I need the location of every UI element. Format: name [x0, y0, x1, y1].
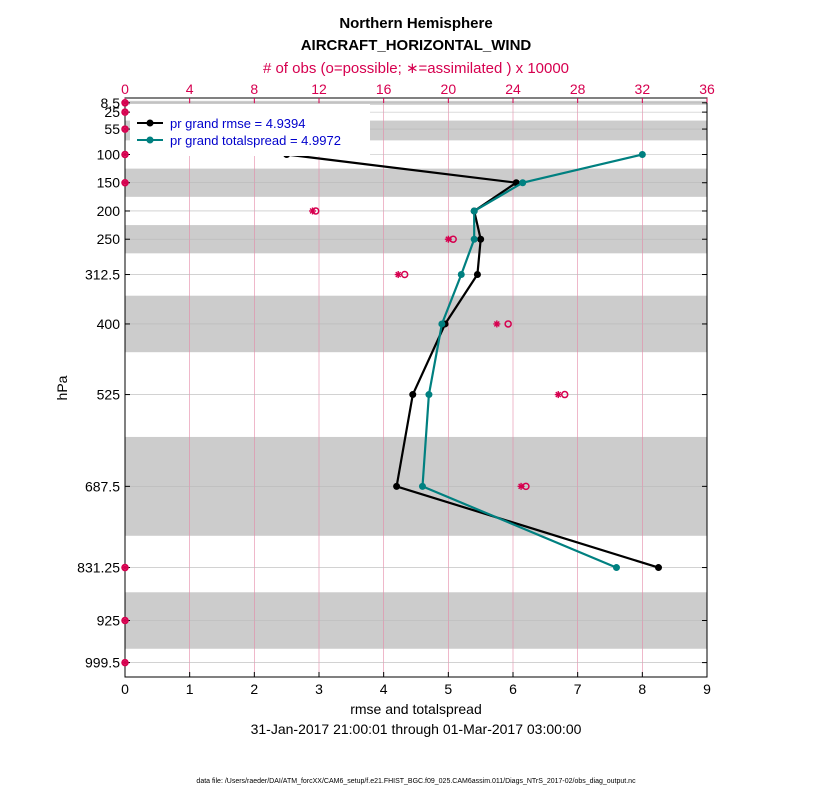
totalspread-point: [457, 271, 465, 279]
asterisk-stroke: [122, 151, 128, 158]
asterisk-stroke: [122, 126, 128, 133]
legend-marker-rmse: [146, 119, 154, 127]
totalspread-point: [612, 564, 620, 572]
y-tick-label: 8.5: [101, 95, 121, 111]
top-tick-label: 16: [376, 81, 392, 97]
x-tick-label: 8: [638, 681, 646, 697]
obs-assimilated-marker: [394, 271, 402, 279]
chart-title: Northern Hemisphere: [339, 15, 492, 32]
obs-assimilated-marker: [121, 108, 129, 116]
obs-assimilated-marker: [121, 179, 129, 187]
totalspread-point: [438, 320, 446, 328]
y-tick-label: 200: [97, 203, 121, 219]
asterisk-stroke: [395, 271, 402, 278]
top-tick-label: 8: [250, 81, 258, 97]
y-tick-label: 999.5: [85, 655, 120, 671]
asterisk-stroke: [555, 391, 562, 398]
y-axis-label: hPa: [54, 375, 70, 400]
obs-assimilated-marker: [493, 320, 501, 328]
y-tick-label: 25: [104, 104, 120, 120]
y-tick-label: 55: [104, 121, 120, 137]
top-tick-label: 32: [635, 81, 651, 97]
top-tick-label: 0: [121, 81, 129, 97]
obs-assimilated-marker: [554, 391, 562, 399]
totalspread-point: [418, 482, 426, 490]
top-tick-label: 20: [441, 81, 457, 97]
top-tick-label: 36: [699, 81, 715, 97]
top-tick-label: 4: [186, 81, 194, 97]
obs-assimilated-marker: [121, 564, 129, 572]
y-tick-label: 925: [97, 613, 121, 629]
y-tick-label: 400: [97, 316, 121, 332]
x-tick-label: 6: [509, 681, 517, 697]
asterisk-stroke: [122, 109, 128, 116]
top-axis-ticks: 0 4 8 12 16 20 24 28 32 36: [121, 81, 715, 103]
obs-assimilated-marker: [517, 482, 525, 490]
asterisk-stroke: [122, 99, 128, 106]
top-tick-label: 12: [311, 81, 327, 97]
x-tick-label: 4: [380, 681, 388, 697]
x-tick-label: 3: [315, 681, 323, 697]
asterisk-stroke: [122, 564, 128, 571]
plot-frame: [124, 97, 708, 678]
x-tick-label: 1: [186, 681, 194, 697]
asterisk-stroke: [445, 236, 452, 243]
asterisk-stroke: [122, 659, 128, 666]
totalspread-point: [519, 179, 527, 187]
x-axis-label: rmse and totalspread: [350, 701, 482, 717]
y-tick-label: 250: [97, 231, 121, 247]
top-tick-label: 28: [570, 81, 586, 97]
x-axis-ticks: 0 1 2 3 4 5 6 7 8 9: [121, 672, 711, 697]
asterisk-stroke: [309, 208, 316, 214]
legend-marker-totalspread: [146, 136, 154, 144]
rmse-point: [477, 235, 485, 243]
rmse-point: [393, 482, 401, 490]
y-tick-label: 687.5: [85, 478, 120, 494]
y-tick-label: 150: [97, 175, 121, 191]
obs-possible-marker: [504, 320, 512, 328]
x-tick-label: 7: [574, 681, 582, 697]
obs-assimilated-marker: [121, 617, 129, 625]
totalspread-point: [470, 207, 478, 215]
asterisk-stroke: [122, 617, 128, 624]
obs-assimilated-marker: [121, 659, 129, 667]
totalspread-point: [638, 150, 646, 158]
grid-lines: [125, 98, 707, 677]
rmse-point: [409, 391, 417, 399]
asterisk-stroke: [122, 179, 128, 186]
asterisk-stroke: [493, 321, 500, 327]
rmse-point: [473, 271, 481, 279]
legend: pr grand rmse = 4.9394 pr grand totalspr…: [130, 104, 370, 156]
x-tick-label: 0: [121, 681, 129, 697]
y-tick-label: 525: [97, 387, 121, 403]
y-tick-label: 831.25: [77, 560, 120, 576]
top-axis-label: # of obs (o=possible; ∗=assimilated ) x …: [263, 60, 569, 77]
asterisk-stroke: [518, 483, 525, 490]
legend-rmse: pr grand rmse = 4.9394: [170, 116, 306, 131]
x-tick-label: 5: [444, 681, 452, 697]
totalspread-point: [425, 391, 433, 399]
series-lines: [283, 150, 662, 572]
obs-assimilated-marker: [121, 150, 129, 158]
obs-assimilated-marker: [444, 235, 452, 243]
x-tick-label: 9: [703, 681, 711, 697]
x-tick-label: 2: [250, 681, 258, 697]
legend-box: [130, 104, 370, 156]
y-tick-label: 312.5: [85, 267, 120, 283]
obs-assimilated-marker: [121, 125, 129, 133]
obs-markers: [121, 99, 569, 667]
chart-subtitle: AIRCRAFT_HORIZONTAL_WIND: [301, 37, 532, 54]
obs-assimilated-marker: [121, 99, 129, 107]
legend-totalspread: pr grand totalspread = 4.9972: [170, 133, 341, 148]
totalspread-point: [470, 235, 478, 243]
date-range-label: 31-Jan-2017 21:00:01 through 01-Mar-2017…: [251, 721, 582, 737]
top-tick-label: 24: [505, 81, 521, 97]
y-tick-label: 100: [97, 146, 121, 162]
rmse-point: [655, 564, 662, 572]
obs-assimilated-marker: [309, 207, 317, 215]
data-file-footer: data file: /Users/raeder/DAI/ATM_forcXX/…: [196, 778, 636, 785]
